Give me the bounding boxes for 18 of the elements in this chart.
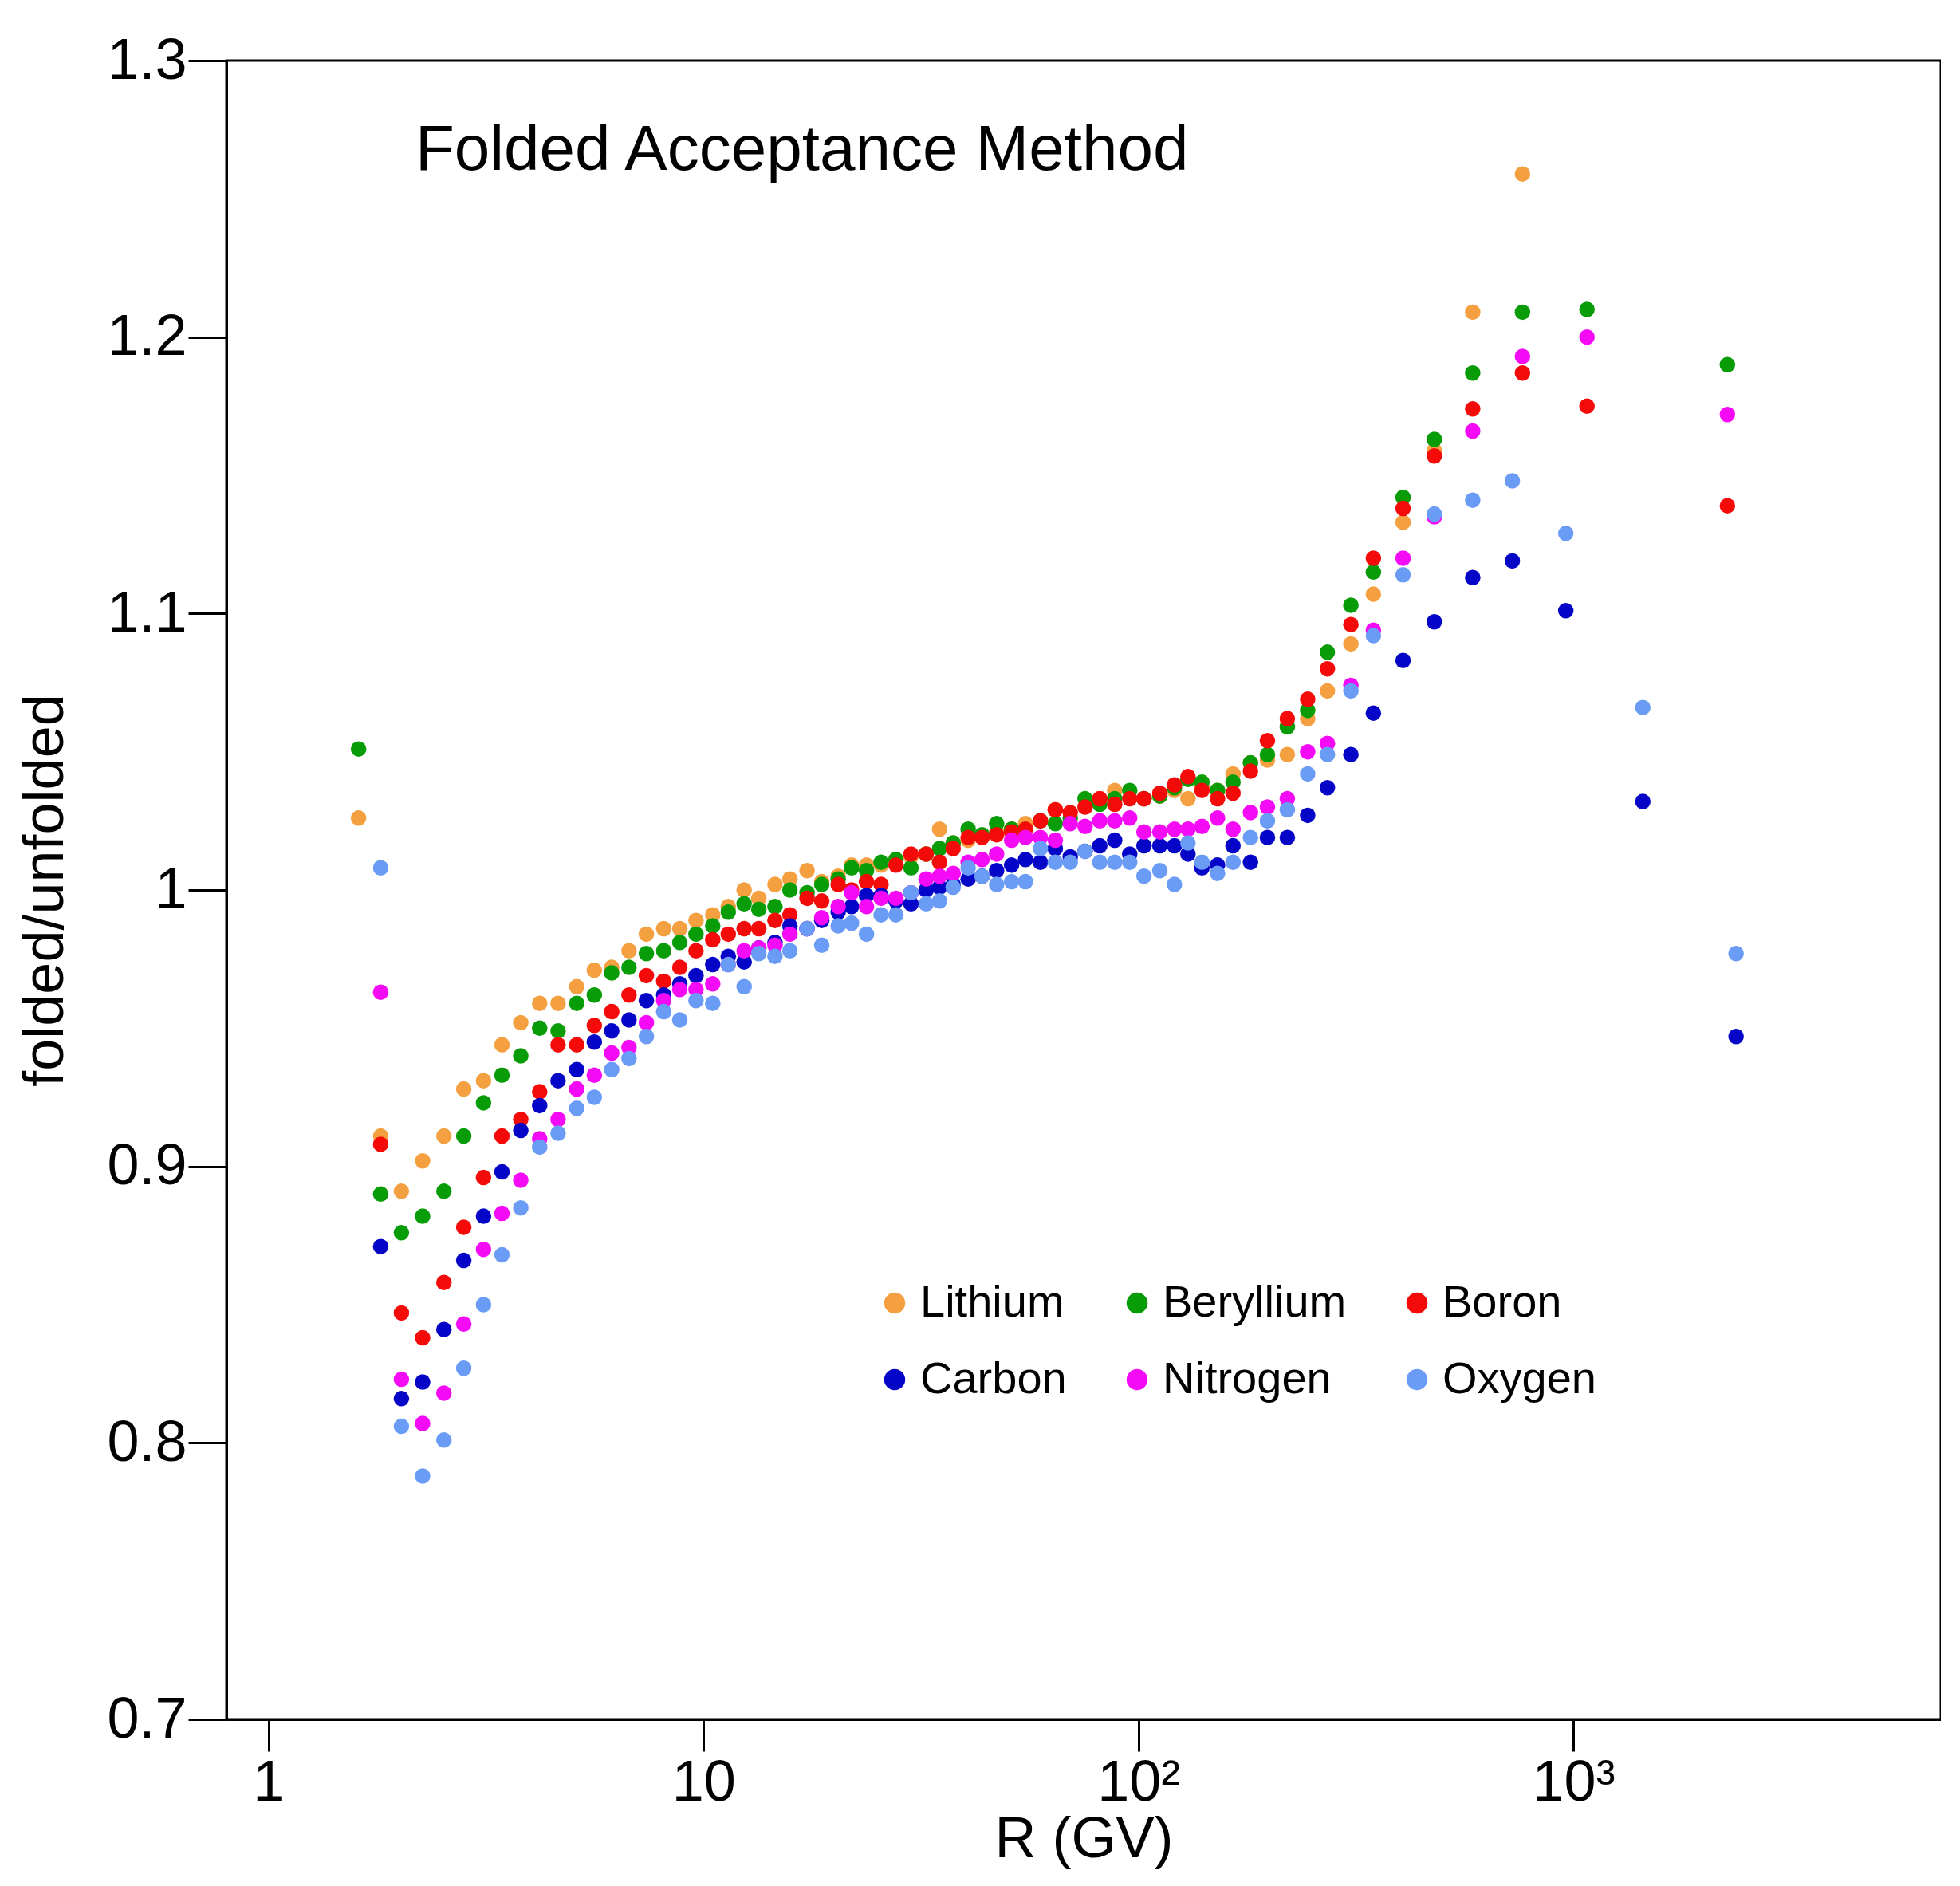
y-tick-label: 1 (155, 856, 187, 920)
y-tick-label: 0.9 (107, 1132, 187, 1197)
y-tick-label: 1.2 (107, 303, 187, 368)
y-axis-title: folded/unfolded (11, 694, 76, 1087)
legend-label: Oxygen (1442, 1352, 1596, 1403)
x-tick-label: 10³ (1532, 1748, 1616, 1813)
text: Folded Acceptance Method (415, 112, 1189, 183)
x-tick-label: 1 (253, 1748, 285, 1813)
legend-label: Beryllium (1163, 1276, 1347, 1326)
x-tick-label: 10 (671, 1748, 736, 1813)
y-tick-label: 1.1 (107, 579, 187, 644)
y-tick-label: 0.8 (107, 1408, 187, 1473)
y-tick-label: 0.7 (107, 1685, 187, 1750)
y-tick-label: 1.3 (107, 26, 187, 91)
legend-label: Nitrogen (1163, 1352, 1332, 1403)
legend-label: Boron (1442, 1276, 1562, 1326)
legend-label: Lithium (920, 1276, 1065, 1326)
legend-label: Carbon (920, 1352, 1067, 1403)
